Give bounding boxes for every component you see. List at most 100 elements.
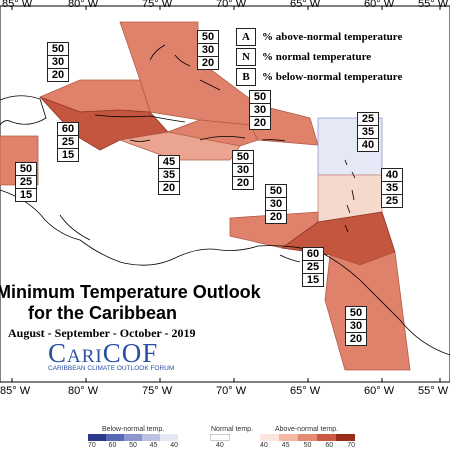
colorbar-tick: 70 bbox=[88, 442, 96, 449]
colorbar-tick: 50 bbox=[303, 442, 312, 449]
prob-box-bahamas: 50 30 20 bbox=[197, 30, 219, 70]
prob-above: 45 bbox=[159, 156, 179, 169]
prob-below: 20 bbox=[253, 117, 267, 129]
colorbar-below-label: Below-normal temp. bbox=[102, 426, 165, 433]
lon-label: 60° W bbox=[364, 0, 395, 10]
colorbar-swatch-above bbox=[260, 434, 279, 441]
coastlines bbox=[0, 44, 450, 356]
prob-above: 50 bbox=[250, 91, 270, 104]
prob-above: 25 bbox=[358, 113, 378, 126]
colorbar-swatch-below bbox=[106, 434, 124, 441]
prob-box-abc-islands: 50 30 20 bbox=[265, 184, 287, 224]
prob-below: 15 bbox=[61, 149, 75, 161]
prob-normal: 25 bbox=[16, 176, 36, 189]
prob-box-trinidad-windwards: 60 25 15 bbox=[302, 247, 324, 287]
prob-normal: 30 bbox=[233, 164, 253, 177]
colorbar-normal-label: Normal temp. bbox=[211, 426, 254, 433]
prob-box-leewards: 40 35 25 bbox=[381, 168, 403, 208]
prob-above: 50 bbox=[233, 151, 253, 164]
caricof-logo: CariCOF CARIBBEAN CLIMATE OUTLOOK FORUM bbox=[48, 338, 174, 372]
prob-normal: 25 bbox=[58, 136, 78, 149]
lon-label: 75° W bbox=[142, 385, 173, 397]
prob-below: 20 bbox=[201, 57, 215, 69]
colorbar-swatch-above bbox=[317, 434, 336, 441]
colorbar-swatch-above bbox=[336, 434, 355, 441]
colorbar-tick: 60 bbox=[108, 442, 117, 449]
prob-box-northern-leewards: 25 35 40 bbox=[357, 112, 379, 152]
prob-above: 50 bbox=[198, 31, 218, 44]
prob-normal: 35 bbox=[358, 126, 378, 139]
colorbar-tick: 45 bbox=[281, 442, 290, 449]
colorbar-above-ticks: 40 45 50 60 70 bbox=[260, 442, 355, 449]
colorbar-above-label: Above-normal temp. bbox=[275, 426, 339, 433]
prob-above: 40 bbox=[382, 169, 402, 182]
prob-box-florida-straits: 50 30 20 bbox=[47, 42, 69, 82]
lon-label: 55° W bbox=[418, 0, 449, 10]
prob-above: 50 bbox=[48, 43, 68, 56]
prob-below: 40 bbox=[361, 139, 375, 151]
prob-below: 15 bbox=[19, 189, 33, 201]
prob-normal: 30 bbox=[266, 198, 286, 211]
lon-label: 55° W bbox=[418, 385, 449, 397]
colorbar-below-swatches bbox=[88, 434, 178, 441]
prob-below: 25 bbox=[385, 195, 399, 207]
lon-label: 75° W bbox=[142, 0, 173, 10]
prob-below: 15 bbox=[306, 274, 320, 286]
colorbar-normal-tick: 40 bbox=[216, 442, 224, 449]
logo-tagline: CARIBBEAN CLIMATE OUTLOOK FORUM bbox=[48, 365, 175, 372]
prob-box-puerto-rico: 50 30 20 bbox=[249, 90, 271, 130]
prob-above: 50 bbox=[266, 185, 286, 198]
colorbar-swatch-below bbox=[88, 434, 106, 441]
legend-row-normal: N % normal temperature bbox=[236, 48, 371, 66]
prob-box-hispaniola: 50 30 20 bbox=[232, 150, 254, 190]
legend-text: % normal temperature bbox=[262, 51, 372, 63]
prob-below: 20 bbox=[349, 333, 363, 345]
graticule-ticks bbox=[11, 6, 441, 382]
colorbar-below-ticks: 70 60 50 45 40 bbox=[88, 442, 178, 449]
prob-above: 60 bbox=[303, 248, 323, 261]
prob-below: 20 bbox=[236, 177, 250, 189]
prob-box-caribbean-sea-mid: 45 35 20 bbox=[158, 155, 180, 195]
prob-below: 20 bbox=[51, 69, 65, 81]
prob-box-cuba-jamaica: 60 25 15 bbox=[57, 122, 79, 162]
prob-box-belize: 50 25 15 bbox=[15, 162, 37, 202]
legend-key: A bbox=[236, 28, 256, 46]
lon-label: 80° W bbox=[68, 0, 99, 10]
legend-row-below: B % below-normal temperature bbox=[236, 68, 402, 86]
prob-normal: 30 bbox=[198, 44, 218, 57]
title-line-2: for the Caribbean bbox=[28, 303, 178, 323]
colorbar-tick: 40 bbox=[170, 442, 178, 449]
lon-label: 65° W bbox=[290, 385, 321, 397]
period-label: August - September - October - 2019 bbox=[8, 326, 196, 340]
prob-normal: 30 bbox=[250, 104, 270, 117]
colorbar-tick: 40 bbox=[260, 442, 268, 449]
colorbar-swatch-below bbox=[142, 434, 160, 441]
lon-label: 65° W bbox=[290, 0, 321, 10]
legend-row-above: A % above-normal temperature bbox=[236, 28, 402, 46]
prob-normal: 25 bbox=[303, 261, 323, 274]
colorbar-tick: 60 bbox=[325, 442, 334, 449]
colorbar-tick: 70 bbox=[347, 442, 355, 449]
prob-below: 20 bbox=[269, 211, 283, 223]
prob-normal: 30 bbox=[48, 56, 68, 69]
legend-text: % below-normal temperature bbox=[262, 71, 403, 83]
colorbar-swatch-above bbox=[298, 434, 317, 441]
colorbar-swatch-below bbox=[124, 434, 142, 441]
lon-label: 80° W bbox=[68, 385, 99, 397]
prob-below: 20 bbox=[162, 182, 176, 194]
lon-label: 85° W bbox=[2, 0, 33, 10]
colorbar-swatch-above bbox=[279, 434, 298, 441]
prob-above: 60 bbox=[58, 123, 78, 136]
colorbar-tick: 50 bbox=[129, 442, 137, 449]
legend-text: % above-normal temperature bbox=[262, 31, 403, 43]
logo-wordmark: CariCOF bbox=[48, 338, 159, 368]
colorbar-tick: 45 bbox=[149, 442, 158, 449]
prob-normal: 35 bbox=[159, 169, 179, 182]
legend-key: N bbox=[236, 48, 256, 66]
lon-label: 85° W bbox=[0, 385, 31, 397]
prob-above: 50 bbox=[346, 307, 366, 320]
prob-normal: 35 bbox=[382, 182, 402, 195]
lon-label: 60° W bbox=[364, 385, 395, 397]
title-line-1: Minimum Temperature Outlook bbox=[0, 282, 261, 302]
